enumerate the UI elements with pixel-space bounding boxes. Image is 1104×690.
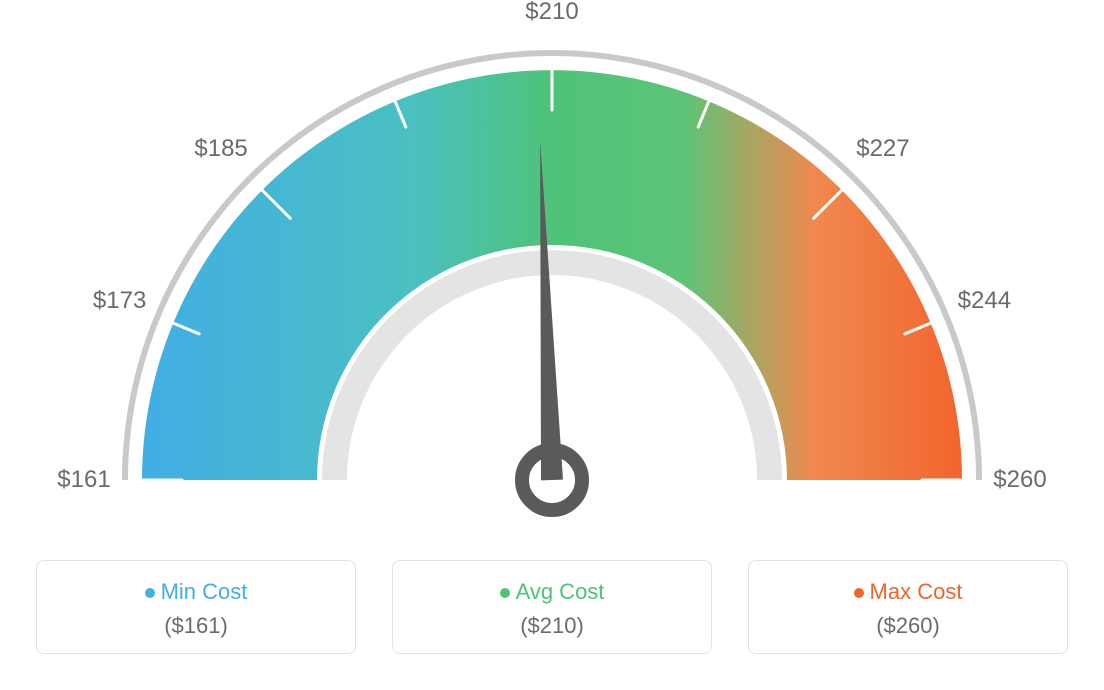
legend-card: Avg Cost ($210) (392, 560, 712, 654)
legend-title: Min Cost (47, 579, 345, 605)
legend-title-text: Max Cost (870, 579, 963, 604)
gauge-tick-label: $227 (856, 135, 909, 163)
gauge-svg (0, 0, 1104, 560)
legend-dot-icon (145, 588, 155, 598)
legend-value: ($161) (47, 613, 345, 639)
gauge-tick-label: $210 (525, 0, 578, 26)
gauge-tick-label: $173 (93, 287, 146, 315)
legend-title-text: Min Cost (161, 579, 248, 604)
legend-title-text: Avg Cost (516, 579, 605, 604)
legend-title: Avg Cost (403, 579, 701, 605)
legend-card: Min Cost ($161) (36, 560, 356, 654)
gauge-tick-label: $161 (57, 466, 110, 494)
legend-row: Min Cost ($161) Avg Cost ($210) Max Cost ($26… (0, 560, 1104, 674)
legend-title: Max Cost (759, 579, 1057, 605)
gauge-chart: $161 $173 $185 $210 $227 $244 $260 (0, 0, 1104, 560)
legend-value: ($260) (759, 613, 1057, 639)
legend-value: ($210) (403, 613, 701, 639)
gauge-tick-label: $185 (194, 135, 247, 163)
gauge-tick-label: $260 (993, 466, 1046, 494)
legend-dot-icon (500, 588, 510, 598)
legend-dot-icon (854, 588, 864, 598)
gauge-tick-label: $244 (958, 287, 1011, 315)
legend-card: Max Cost ($260) (748, 560, 1068, 654)
